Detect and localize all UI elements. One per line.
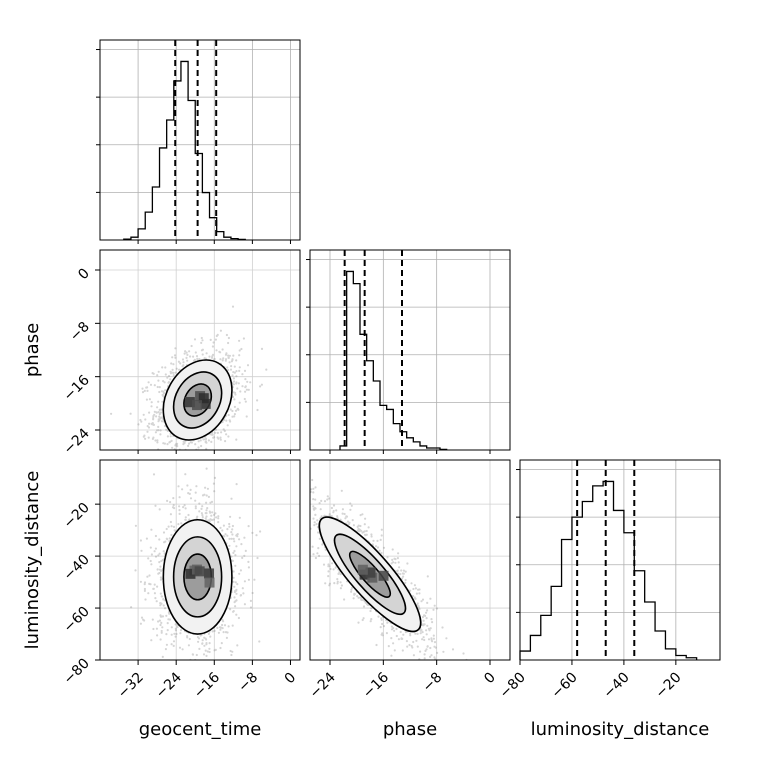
density-layer xyxy=(310,478,468,660)
x-tick-label-phase: −16 xyxy=(360,669,392,701)
hist-step-phase xyxy=(339,270,448,451)
ylabel-phase: phase xyxy=(22,323,43,377)
y-tick-label-luminosity_distance: −20 xyxy=(61,500,93,532)
hist-panel-phase xyxy=(306,249,511,451)
y-tick-label-phase: −8 xyxy=(67,319,93,345)
x-tick-label-phase: −24 xyxy=(307,669,339,701)
density-cell xyxy=(200,398,211,409)
panel-bg xyxy=(310,250,510,450)
y-tick-label-luminosity_distance: −60 xyxy=(61,604,93,636)
ylabel-luminosity-distance: luminosity_distance xyxy=(22,471,43,650)
density-cell xyxy=(204,568,215,579)
x-tick-label-luminosity_distance: −60 xyxy=(549,670,581,702)
density-cell xyxy=(194,566,205,577)
density-cell xyxy=(198,393,209,404)
density-layer xyxy=(130,467,262,660)
scatter-panel-geocent_time-luminosity_distance xyxy=(99,459,301,661)
hist-step-luminosity_distance xyxy=(519,480,698,660)
panel-frame xyxy=(99,39,301,241)
density-cell xyxy=(185,568,196,579)
panel-frame xyxy=(519,459,721,661)
density-cell xyxy=(365,567,376,578)
panel-frame xyxy=(309,249,511,451)
x-tick-label-geocent_time: −8 xyxy=(235,670,261,696)
panel-frame xyxy=(309,459,511,661)
density-cell xyxy=(378,570,389,581)
xlabel-phase: phase xyxy=(383,719,437,740)
y-tick-label-phase: −24 xyxy=(61,425,93,457)
xlabel-geocent-time: geocent_time xyxy=(139,719,262,740)
x-tick-label-luminosity_distance: −20 xyxy=(652,670,684,702)
panel-bg xyxy=(100,40,300,240)
x-tick-label-luminosity_distance: −80 xyxy=(497,670,529,702)
panel-frame xyxy=(99,459,301,661)
xlabel-luminosity-distance: luminosity_distance xyxy=(531,719,710,740)
x-tick-label-geocent_time: 0 xyxy=(282,670,300,688)
x-tick-label-luminosity_distance: −40 xyxy=(601,670,633,702)
y-tick-label-phase: −16 xyxy=(61,372,93,404)
x-tick-label-geocent_time: −32 xyxy=(115,670,147,702)
density-cell xyxy=(204,577,215,588)
scatter-panel-geocent_time-phase xyxy=(99,249,301,451)
density-cell xyxy=(192,400,203,411)
x-tick-label-phase: −8 xyxy=(420,670,446,696)
x-tick-label-phase: 0 xyxy=(481,670,499,688)
panel-bg xyxy=(520,460,720,660)
x-tick-label-geocent_time: −24 xyxy=(153,669,185,701)
y-tick-label-luminosity_distance: −40 xyxy=(61,552,93,584)
y-tick-label-phase: 0 xyxy=(75,266,93,284)
hist-step-geocent_time xyxy=(123,60,246,241)
density-cell xyxy=(357,564,368,575)
density-layer xyxy=(110,305,268,450)
hist-panel-luminosity_distance xyxy=(516,459,721,661)
density-cell xyxy=(184,396,195,407)
y-tick-label-luminosity_distance: −80 xyxy=(61,656,93,688)
panel-frame xyxy=(99,249,301,451)
scatter-panel-phase-luminosity_distance xyxy=(309,459,511,661)
hist-panel-geocent_time xyxy=(96,39,301,241)
x-tick-label-geocent_time: −16 xyxy=(191,669,223,701)
